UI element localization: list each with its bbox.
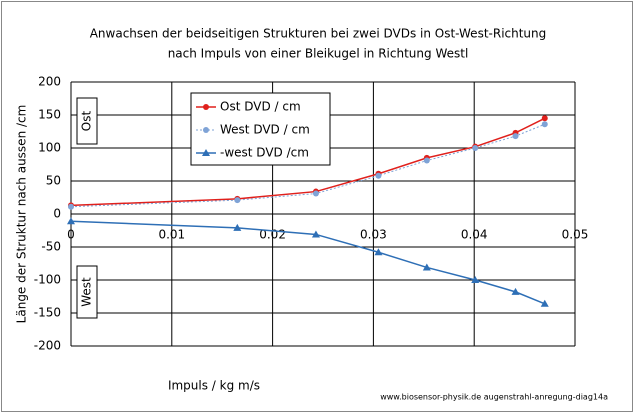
x-tick-label: 0.05	[562, 228, 589, 242]
marker	[233, 223, 242, 231]
line	[70, 117, 546, 207]
marker	[423, 157, 430, 164]
y-axis-label: Länge der Struktur nach aussen /cm	[15, 105, 29, 324]
marker	[540, 299, 549, 307]
marker	[374, 248, 383, 256]
y-tick-label: -100	[34, 273, 61, 287]
y-tick-label: -50	[41, 240, 61, 254]
marker	[67, 217, 75, 225]
x-tick-label: 0.03	[360, 228, 387, 242]
marker	[512, 133, 519, 140]
x-tick-label: 0.01	[158, 228, 185, 242]
y-tick-label: 150	[38, 108, 61, 122]
legend-marker	[202, 149, 210, 156]
x-tick-label: 0.04	[461, 228, 488, 242]
marker	[312, 190, 319, 197]
y-tick-label: -200	[34, 339, 61, 353]
footer: www.biosensor-physik.de augenstrahl-anre…	[380, 393, 608, 402]
marker	[311, 230, 320, 238]
y-tick-label: 0	[53, 207, 61, 221]
chart-title: nach Impuls von einer Bleikugel in Richt…	[168, 47, 469, 61]
legend-label: Ost DVD / cm	[220, 100, 301, 114]
annotation-box	[76, 97, 98, 145]
annotation: Ost	[80, 111, 94, 132]
marker	[375, 172, 382, 179]
y-tick-label: 100	[38, 141, 61, 155]
chart-title: Anwachsen der beidseitigen Strukturen be…	[90, 27, 547, 41]
x-axis-label: Impuls / kg m/s	[168, 379, 260, 393]
legend-label: -west DVD /cm	[220, 146, 309, 160]
y-tick-label: 50	[46, 174, 61, 188]
marker	[472, 145, 479, 151]
marker	[68, 203, 74, 210]
annotation-box	[76, 265, 98, 319]
marker	[471, 276, 480, 283]
legend-label: West DVD / cm	[220, 123, 310, 137]
marker	[511, 287, 520, 295]
y-tick-label: -150	[34, 306, 61, 320]
y-tick-label: 200	[38, 75, 61, 89]
legend-marker	[203, 127, 209, 133]
annotation: West	[80, 277, 94, 307]
marker	[234, 197, 241, 204]
legend-marker	[203, 104, 209, 110]
marker	[541, 121, 548, 128]
line	[70, 220, 546, 305]
marker	[422, 263, 431, 271]
x-tick-label: 0	[67, 228, 75, 242]
legend: Ost DVD / cm West DVD / cm -west DVD /cm	[190, 92, 331, 166]
marker	[541, 115, 548, 122]
